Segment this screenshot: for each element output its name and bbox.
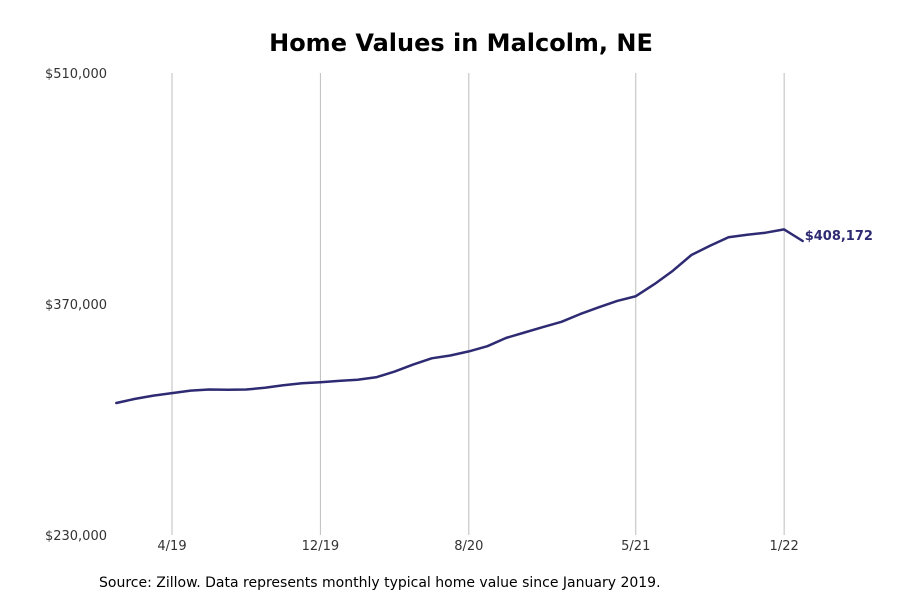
y-tick-label: $370,000 <box>45 298 107 313</box>
series-line-home-value <box>115 228 804 405</box>
x-tick-label: 5/21 <box>621 539 650 554</box>
x-tick-label: 1/22 <box>770 539 799 554</box>
y-tick-label: $230,000 <box>45 529 107 544</box>
end-value-label: $408,172 <box>805 229 873 244</box>
x-tick-label: 8/20 <box>454 539 483 554</box>
y-axis-ticks: $230,000 $370,000 $510,000 <box>45 67 107 544</box>
grid-lines <box>171 73 785 535</box>
y-tick-label: $510,000 <box>45 67 107 82</box>
source-note: Source: Zillow. Data represents monthly … <box>99 575 661 591</box>
x-axis-ticks: 4/19 12/19 8/20 5/21 1/22 <box>157 539 798 554</box>
x-tick-label: 12/19 <box>302 539 339 554</box>
chart-title: Home Values in Malcolm, NE <box>269 29 653 57</box>
x-tick-label: 4/19 <box>157 539 186 554</box>
